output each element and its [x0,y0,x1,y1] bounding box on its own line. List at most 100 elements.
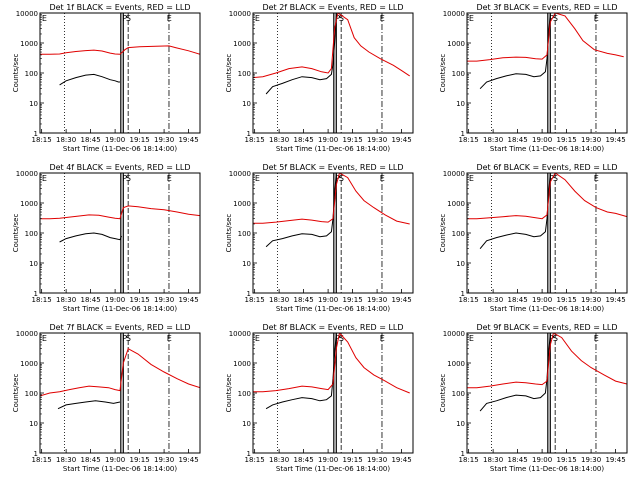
x-tick-label: 19:15 [129,456,149,464]
series-lld [40,347,200,397]
y-tick-label: 1 [247,130,251,138]
plot-frame [466,12,628,134]
phase-marker-label: S [339,14,344,23]
series-events [265,13,337,95]
x-tick-label: 18:45 [294,456,314,464]
x-tick-label: 19:15 [556,296,576,304]
x-tick-label: 18:45 [81,296,101,304]
x-tick-label: 19:45 [605,136,625,144]
phase-marker-label: S [553,334,558,343]
y-tick-label: 10 [29,260,38,268]
x-tick-label: 18:30 [269,296,289,304]
series-lld [253,13,410,79]
y-tick-label: 100 [238,390,251,398]
y-tick-label: 1 [247,450,251,458]
panel-title: Det 4f BLACK = Events, RED = LLD [49,163,190,172]
x-tick-label: 18:15 [32,456,52,464]
y-tick-label: 100 [452,70,465,78]
x-axis-label: Start Time (11-Dec-06 18:14:00) [490,145,604,153]
series-events [265,173,337,248]
x-tick-label: 19:15 [129,296,149,304]
y-tick-label: 10000 [16,170,38,178]
y-tick-label: 10 [456,260,465,268]
y-tick-label: 1 [461,130,465,138]
y-axis-label: Counts/sec [12,374,20,413]
x-axis-label: Start Time (11-Dec-06 18:14:00) [63,465,177,473]
plot-frame [39,172,201,294]
x-tick-label: 19:30 [367,136,387,144]
y-tick-label: 100 [25,230,38,238]
y-tick-label: 10000 [229,170,251,178]
x-axis-label: Start Time (11-Dec-06 18:14:00) [276,465,390,473]
series-lld [253,333,410,394]
x-tick-label: 19:45 [178,296,198,304]
y-tick-label: 1000 [447,200,465,208]
y-tick-label: 100 [238,230,251,238]
phase-marker-label: E [469,174,474,183]
y-tick-label: 1 [461,450,465,458]
y-tick-label: 10000 [229,330,251,338]
y-tick-label: 1000 [20,360,38,368]
y-tick-label: 10 [242,420,251,428]
phase-marker-label: E [255,334,260,343]
x-tick-label: 18:45 [508,136,528,144]
y-axis-label: Counts/sec [12,214,20,253]
x-tick-label: 19:15 [342,456,362,464]
y-tick-label: 1000 [233,360,251,368]
y-tick-label: 1000 [20,200,38,208]
y-tick-label: 100 [452,230,465,238]
y-tick-label: 100 [25,390,38,398]
x-tick-label: 19:00 [532,456,552,464]
x-tick-label: 19:45 [605,296,625,304]
y-axis-label: Counts/sec [439,54,447,93]
phase-marker-label: S [553,174,558,183]
x-axis-label: Start Time (11-Dec-06 18:14:00) [490,465,604,473]
x-tick-label: 19:45 [178,456,198,464]
phase-marker-label: E [255,14,260,23]
x-tick-label: 19:30 [154,456,174,464]
y-axis-label: Counts/sec [12,54,20,93]
x-tick-label: 18:45 [294,296,314,304]
y-tick-label: 10000 [16,10,38,18]
series-events [479,173,551,250]
x-tick-label: 18:30 [56,136,76,144]
x-tick-label: 19:45 [178,136,198,144]
y-tick-label: 1000 [20,40,38,48]
x-tick-label: 18:30 [56,456,76,464]
y-tick-label: 10000 [16,330,38,338]
y-tick-label: 10 [242,100,251,108]
x-tick-label: 19:00 [318,296,338,304]
y-tick-label: 1 [247,290,251,298]
series-events [479,13,551,90]
y-tick-label: 1 [34,290,38,298]
x-tick-label: 18:15 [245,296,265,304]
phase-marker-label: S [553,14,558,23]
x-tick-label: 19:00 [105,296,125,304]
y-tick-label: 1000 [447,40,465,48]
x-tick-label: 18:15 [245,456,265,464]
y-tick-label: 10 [456,420,465,428]
series-events [57,400,121,410]
x-axis-label: Start Time (11-Dec-06 18:14:00) [63,145,177,153]
x-tick-label: 18:30 [483,136,503,144]
x-tick-label: 18:15 [459,456,479,464]
x-tick-label: 19:45 [391,136,411,144]
series-events [265,333,337,410]
plot-frame [39,12,201,134]
x-axis-label: Start Time (11-Dec-06 18:14:00) [276,305,390,313]
x-tick-label: 18:15 [32,296,52,304]
y-tick-label: 10 [29,420,38,428]
x-tick-label: 18:15 [245,136,265,144]
phase-marker-label: S [339,334,344,343]
phase-marker-label: E [380,334,385,343]
phase-marker-label: S [126,174,131,183]
x-tick-label: 19:45 [391,456,411,464]
x-tick-label: 19:15 [556,136,576,144]
x-tick-label: 19:30 [581,136,601,144]
x-tick-label: 18:45 [294,136,314,144]
phase-marker-label: P [122,14,127,23]
y-tick-label: 1000 [233,40,251,48]
x-tick-label: 18:45 [508,296,528,304]
